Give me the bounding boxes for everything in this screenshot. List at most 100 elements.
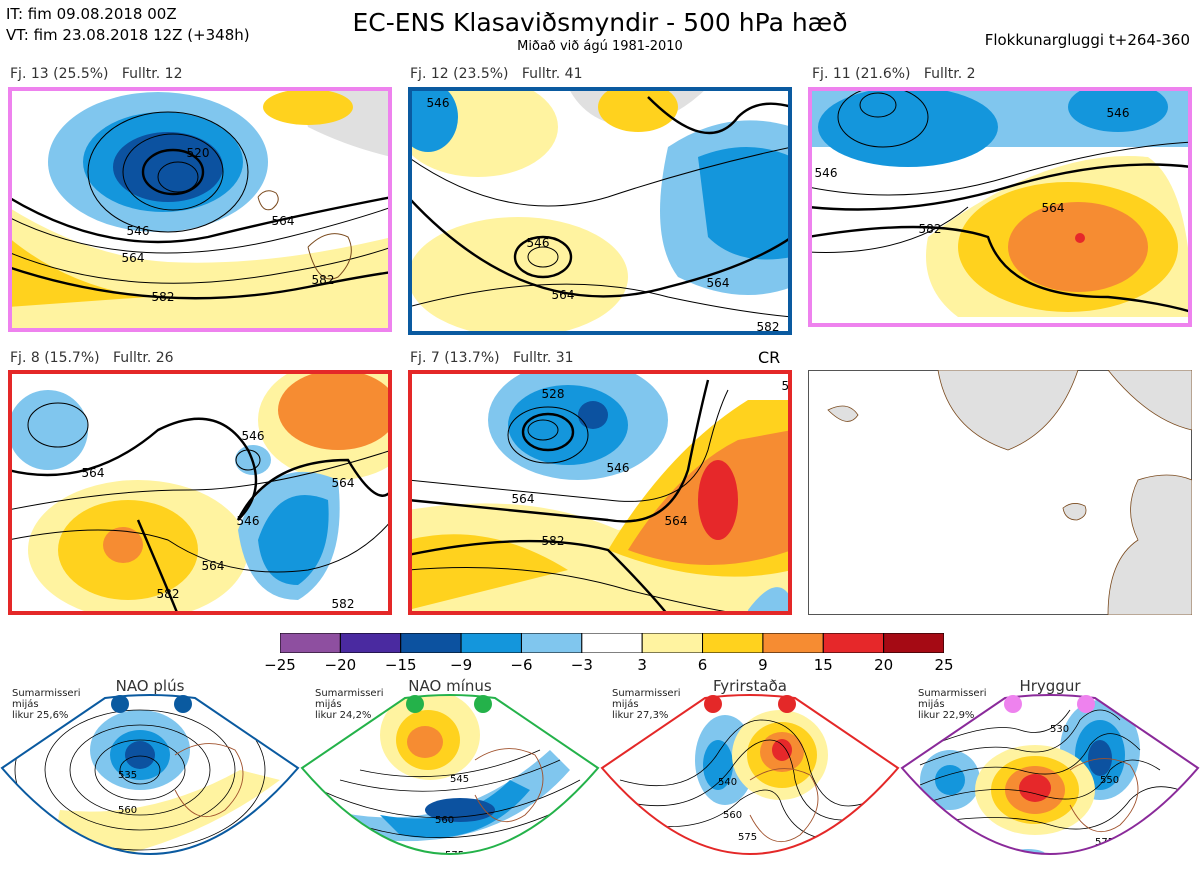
contour-label: 546	[1107, 106, 1130, 120]
contour-label: 550	[1100, 775, 1119, 786]
contour-label: 546	[427, 96, 450, 110]
colorbar-swatch	[883, 632, 945, 654]
contour-label: 582	[152, 290, 175, 304]
regime-title-nao-plus: NAO plús	[115, 677, 185, 695]
colorbar-tick-label: −25	[264, 656, 296, 674]
regime-meta-probability: likur 24,2%	[315, 710, 372, 721]
cluster-map-3: 546 564 582 546	[808, 87, 1192, 327]
colorbar-swatch	[339, 632, 402, 654]
regime-meta-probability: likur 25,6%	[12, 710, 69, 721]
contour-label: 582	[542, 534, 565, 548]
contour-label: 564	[122, 251, 145, 265]
contour-label: 540	[718, 777, 737, 788]
colorbar-swatch	[400, 632, 462, 654]
colorbar-tick-label: −3	[570, 656, 593, 674]
colorbar-tick-label: 3	[637, 656, 647, 674]
regime-meta-1: Sumarmisseri mijás likur 25,6%	[12, 688, 80, 721]
regime-title-ridge: Hryggur	[1019, 677, 1081, 695]
regime-meta-period: mijás	[918, 699, 945, 710]
colorbar-tick-label: −15	[384, 656, 417, 674]
contour-label: 560	[435, 815, 454, 826]
regime-meta-season: Sumarmisseri	[315, 688, 384, 699]
contour-label: 582	[919, 222, 942, 236]
contour-label: 564	[332, 476, 355, 490]
regime-meta-period: mijás	[612, 699, 639, 710]
regime-dot	[111, 695, 129, 713]
contour-label: 564	[707, 276, 730, 290]
contour-label: 560	[723, 810, 742, 821]
cluster-window: Flokkunargluggi t+264-360	[984, 31, 1190, 49]
regime-title-blocking: Fyrirstaða	[713, 677, 787, 695]
regime-dot	[1004, 695, 1022, 713]
contour-label: 582	[312, 273, 335, 287]
contour-label: 564	[665, 514, 688, 528]
colorbar-swatch	[460, 632, 522, 654]
page-subtitle: Miðað við ágú 1981-2010	[517, 39, 683, 54]
regime-meta-season: Sumarmisseri	[918, 688, 987, 699]
regime-dot	[474, 695, 492, 713]
contour-label: 545	[450, 774, 469, 785]
regime-meta-2: Sumarmisseri mijás likur 24,2%	[315, 688, 383, 721]
colorbar-swatch	[520, 632, 583, 654]
colorbar-tick-label: 20	[874, 656, 894, 674]
contour-label: 546	[242, 429, 265, 443]
colorbar-tick-label: −9	[450, 656, 473, 674]
regime-map-nao-plus: 535 560	[0, 690, 300, 871]
regime-meta-season: Sumarmisseri	[12, 688, 81, 699]
cluster-label-3: Fj. 11 (21.6%) Fulltr. 2	[812, 66, 976, 82]
contour-label: 535	[118, 770, 137, 781]
contour-label: 546	[815, 166, 838, 180]
contour-label: 564	[272, 214, 295, 228]
cluster-map-5: 528 546 564 564 582 564	[408, 370, 792, 615]
contour-label: 575	[445, 850, 464, 861]
regime-dot	[406, 695, 424, 713]
regime-meta-3: Sumarmisseri mijás likur 27,3%	[612, 688, 680, 721]
contour-label: 564	[82, 466, 105, 480]
regime-dot	[174, 695, 192, 713]
cluster-label-1: Fj. 13 (25.5%) Fulltr. 12	[10, 66, 183, 82]
page-title: EC-ENS Klasaviðsmyndir - 500 hPa hæð	[352, 8, 848, 37]
contour-label: 564	[552, 288, 575, 302]
colorbar-swatch	[822, 632, 885, 654]
cluster-map-4: 546 564 564 546 564 582 582	[8, 370, 392, 615]
contour-label: 582	[157, 587, 180, 601]
contour-label: 546	[607, 461, 630, 475]
base-map	[808, 370, 1192, 615]
regime-meta-season: Sumarmisseri	[612, 688, 681, 699]
initial-time: IT: fim 09.08.2018 00Z	[6, 5, 177, 23]
regime-dot	[704, 695, 722, 713]
cluster-label-5: Fj. 7 (13.7%) Fulltr. 31	[410, 350, 574, 366]
contour-label: 582	[757, 320, 780, 334]
colorbar-swatch	[279, 632, 341, 654]
regime-meta-period: mijás	[12, 699, 39, 710]
contour-label: 546	[127, 224, 150, 238]
regime-dot	[1077, 695, 1095, 713]
colorbar-tick-label: 6	[697, 656, 708, 674]
regime-meta-probability: likur 22,9%	[918, 710, 975, 721]
colorbar-swatch	[581, 632, 643, 654]
cluster-map-2: 546 546 564 564 582	[408, 87, 792, 335]
contour-label: 582	[332, 597, 355, 611]
colorbar	[279, 632, 945, 657]
colorbar-swatch	[762, 632, 824, 654]
contour-label: 528	[542, 387, 565, 401]
regime-map-nao-minus: 545 560 575	[300, 690, 600, 871]
contour-label: 546	[237, 514, 260, 528]
contour-label: 546	[527, 236, 550, 250]
regime-map-blocking: 540 560 575	[600, 690, 900, 871]
colorbar-tick-label: 9	[758, 656, 768, 674]
contour-label: 520	[187, 146, 210, 160]
regime-meta-probability: likur 27,3%	[612, 710, 669, 721]
colorbar-tick-label: 25	[934, 656, 954, 674]
colorbar-tick-label: 15	[813, 656, 833, 674]
colorbar-swatch	[702, 632, 764, 654]
contour-label: 564	[782, 379, 792, 393]
contour-label: 560	[118, 805, 137, 816]
header-info: IT: fim 09.08.2018 00Z VT: fim 23.08.201…	[6, 4, 250, 46]
cluster-map-1: 520 546 564 582 564 582	[8, 87, 392, 332]
regime-dot	[778, 695, 796, 713]
cluster-label-2: Fj. 12 (23.5%) Fulltr. 41	[410, 66, 583, 82]
contour-label: 575	[738, 832, 757, 843]
contour-label: 564	[1042, 201, 1065, 215]
colorbar-swatch	[641, 632, 704, 654]
